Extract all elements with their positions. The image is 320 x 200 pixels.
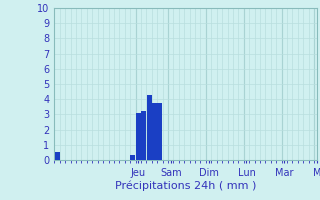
Bar: [55, 152, 60, 160]
Bar: [141, 111, 146, 160]
Bar: [147, 95, 151, 160]
Bar: [157, 103, 162, 160]
X-axis label: Précipitations 24h ( mm ): Précipitations 24h ( mm ): [115, 180, 256, 191]
Bar: [152, 103, 157, 160]
Bar: [136, 113, 141, 160]
Bar: [131, 155, 135, 160]
